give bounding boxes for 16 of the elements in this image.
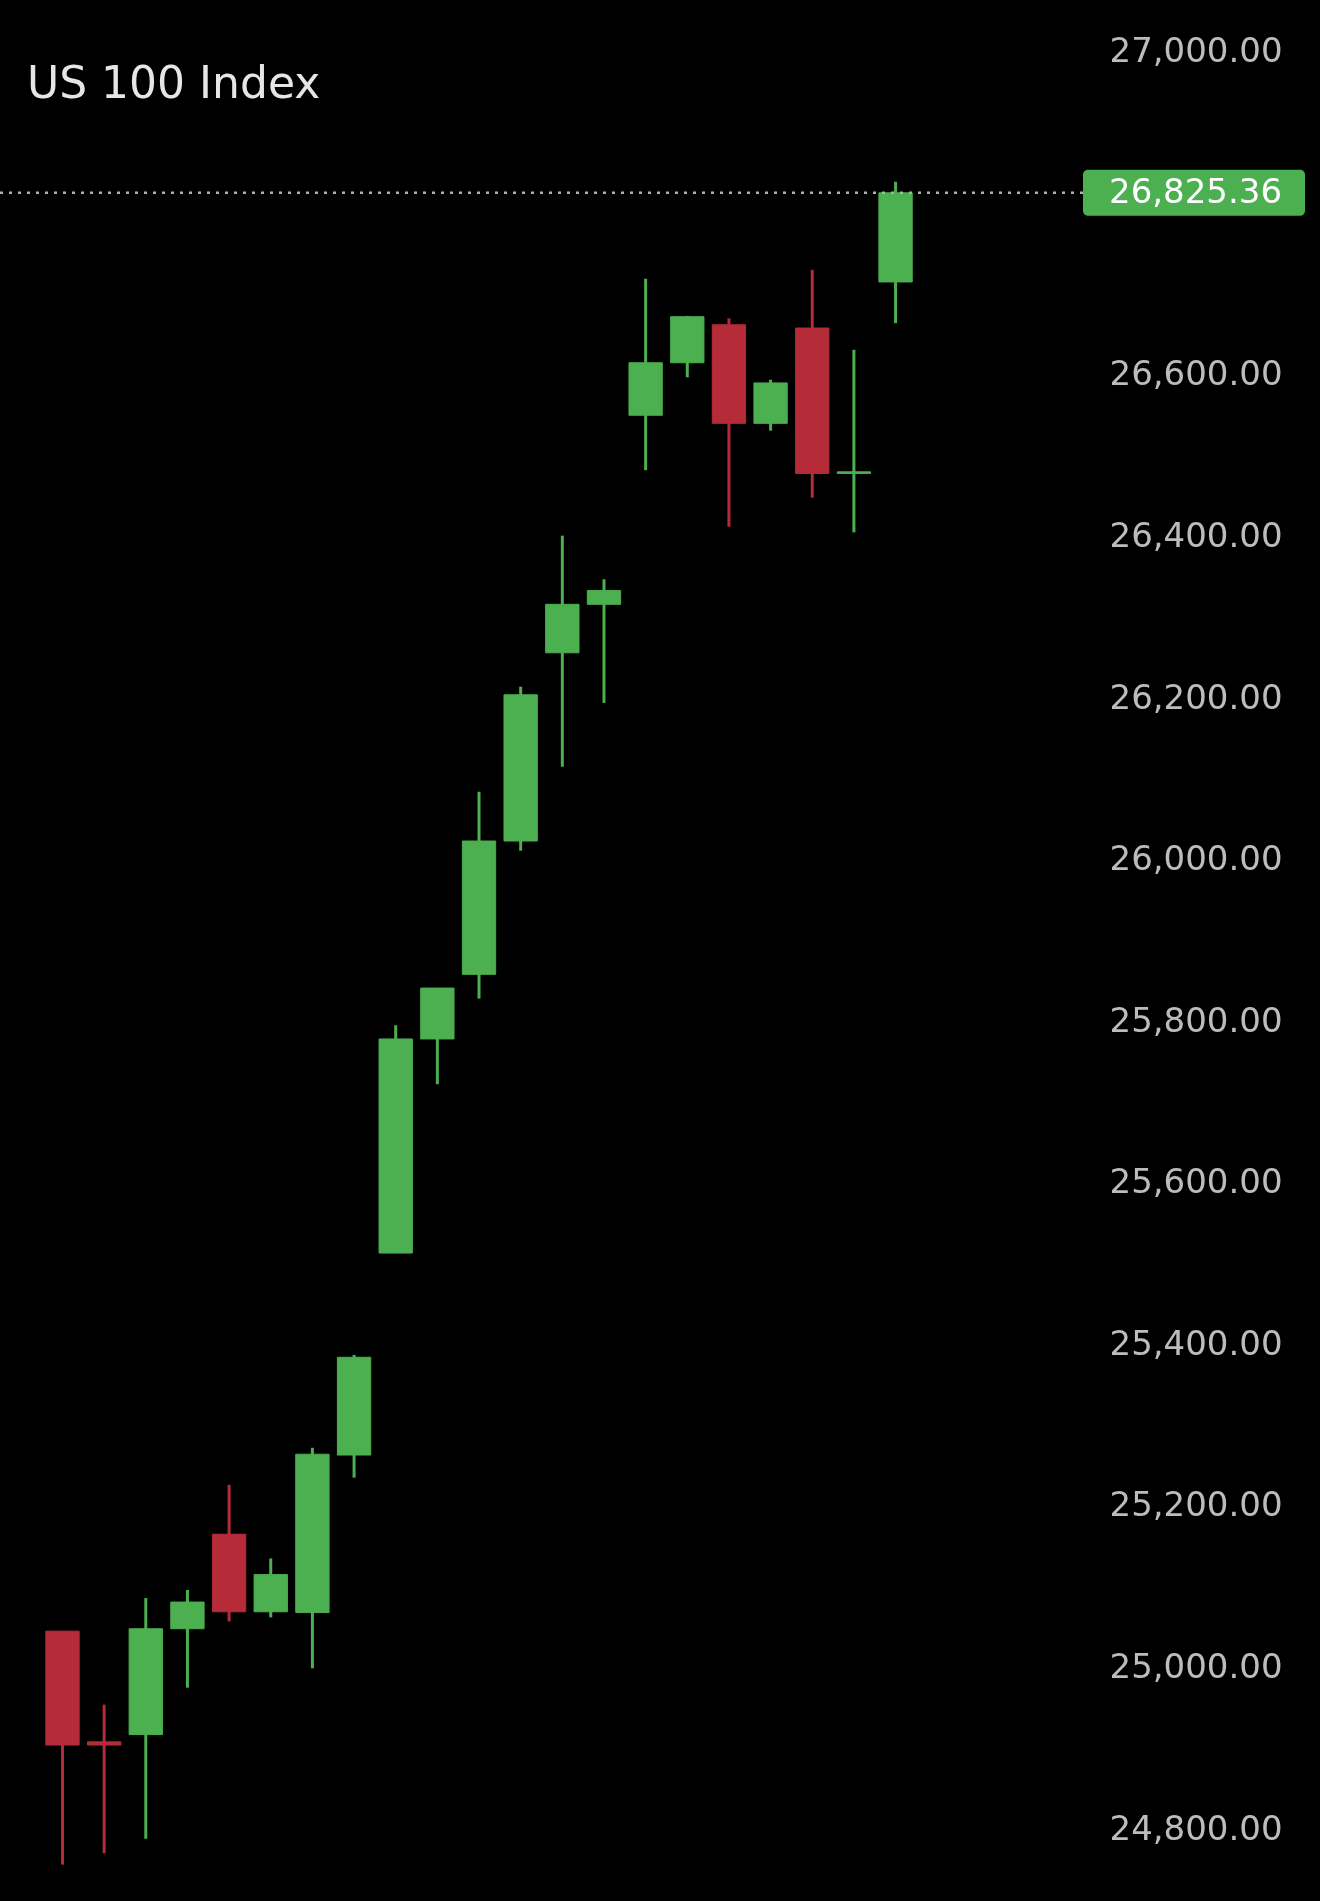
y-tick-label: 25,800.00	[1109, 999, 1283, 1040]
y-tick-label: 25,600.00	[1109, 1161, 1283, 1202]
ref-line-label: 26,825.36	[1109, 170, 1283, 211]
y-tick-label: 24,800.00	[1109, 1807, 1283, 1848]
y-tick-label: 25,400.00	[1109, 1322, 1283, 1363]
y-tick-label: 27,000.00	[1109, 30, 1283, 71]
y-tick-label: 26,200.00	[1109, 676, 1283, 717]
y-tick-label: 25,000.00	[1109, 1646, 1283, 1687]
y-tick-label: 26,000.00	[1109, 838, 1283, 879]
candlestick	[586, 579, 622, 703]
candlestick	[836, 348, 872, 533]
y-tick-label: 26,600.00	[1109, 353, 1283, 394]
y-tick-label: 25,200.00	[1109, 1484, 1283, 1525]
text: US 100 Index	[27, 57, 321, 108]
candlestick	[86, 1704, 122, 1854]
y-tick-label: 26,400.00	[1109, 514, 1283, 555]
